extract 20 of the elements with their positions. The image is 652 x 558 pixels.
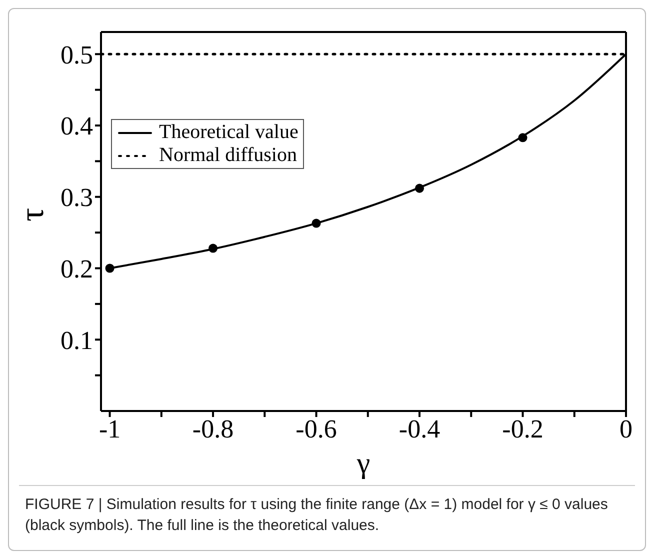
x-tick-label: -0.8 <box>192 414 234 444</box>
point <box>208 244 218 253</box>
x-tick-label: -1 <box>98 414 121 444</box>
y-tick-label: 0.5 <box>60 40 93 70</box>
y-tick-label: 0.2 <box>60 254 93 284</box>
x-tick-label: -0.6 <box>296 414 337 444</box>
legend-label: Theoretical value <box>159 121 298 144</box>
point <box>518 133 528 142</box>
point <box>105 264 114 273</box>
x-tick-label: 0 <box>620 414 632 444</box>
y-tick-label: 0.1 <box>60 326 93 355</box>
point <box>312 218 321 228</box>
caption: FIGURE 7 | Simulation results for τ using the finite range (Δx = 1) model for γ ≤ 0 values (black symbols). The full line is the theoretical values. <box>25 495 609 536</box>
y-tick-label: 0.4 <box>60 112 93 141</box>
x-tick-label: -0.2 <box>502 414 544 444</box>
y-axis-title: τ <box>14 208 52 222</box>
point <box>414 184 424 193</box>
x-tick-label: -0.4 <box>398 414 440 444</box>
legend-label: Normal diffusion <box>159 144 297 167</box>
y-tick-label: 0.3 <box>60 183 93 212</box>
